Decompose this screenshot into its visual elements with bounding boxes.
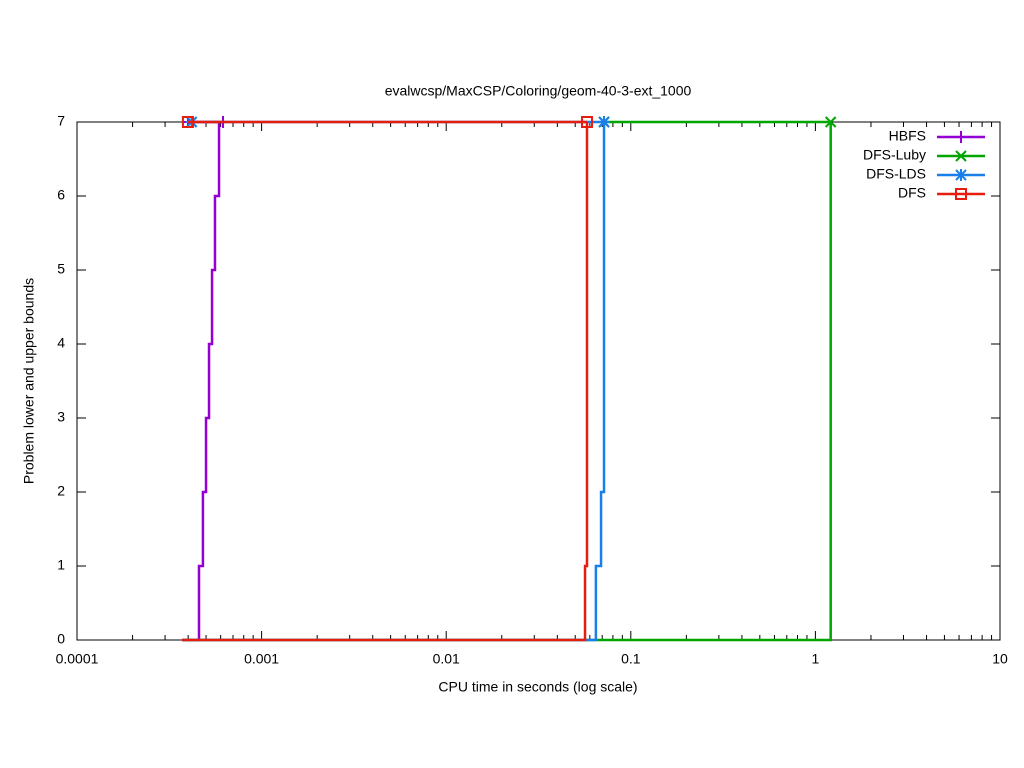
x-tick-label: 0.1 — [621, 651, 641, 667]
legend-label: DFS — [898, 185, 926, 201]
lower-bound-line — [182, 122, 589, 642]
legend-label: DFS-LDS — [866, 166, 926, 182]
marker — [580, 116, 593, 128]
marker — [955, 188, 967, 200]
lower-bound-line — [182, 122, 221, 642]
y-tick-label: 2 — [57, 483, 65, 499]
y-tick-label: 1 — [57, 557, 65, 573]
y-tick-label: 4 — [57, 335, 65, 351]
x-tick-label: 10 — [992, 651, 1008, 667]
marker — [824, 116, 837, 128]
y-tick-label: 0 — [57, 631, 65, 647]
x-tick-label: 0.01 — [433, 651, 460, 667]
x-tick-label: 1 — [812, 651, 820, 667]
lower-bound-line — [182, 122, 606, 642]
marker — [598, 116, 611, 128]
marker — [181, 116, 194, 128]
y-tick-label: 6 — [57, 187, 65, 203]
lower-bound-line — [182, 122, 832, 642]
y-axis-label: Problem lower and upper bounds — [21, 278, 37, 484]
y-tick-label: 7 — [57, 113, 65, 129]
x-tick-label: 0.0001 — [56, 651, 99, 667]
marker — [955, 150, 967, 162]
chart-title: evalwcsp/MaxCSP/Coloring/geom-40-3-ext_1… — [385, 83, 692, 99]
marker — [955, 169, 967, 181]
y-tick-label: 3 — [57, 409, 65, 425]
x-axis-label: CPU time in seconds (log scale) — [438, 679, 637, 695]
marker — [955, 131, 967, 143]
y-tick-label: 5 — [57, 261, 65, 277]
legend-label: HBFS — [889, 128, 926, 144]
x-tick-label: 0.001 — [244, 651, 279, 667]
legend-label: DFS-Luby — [863, 147, 926, 163]
